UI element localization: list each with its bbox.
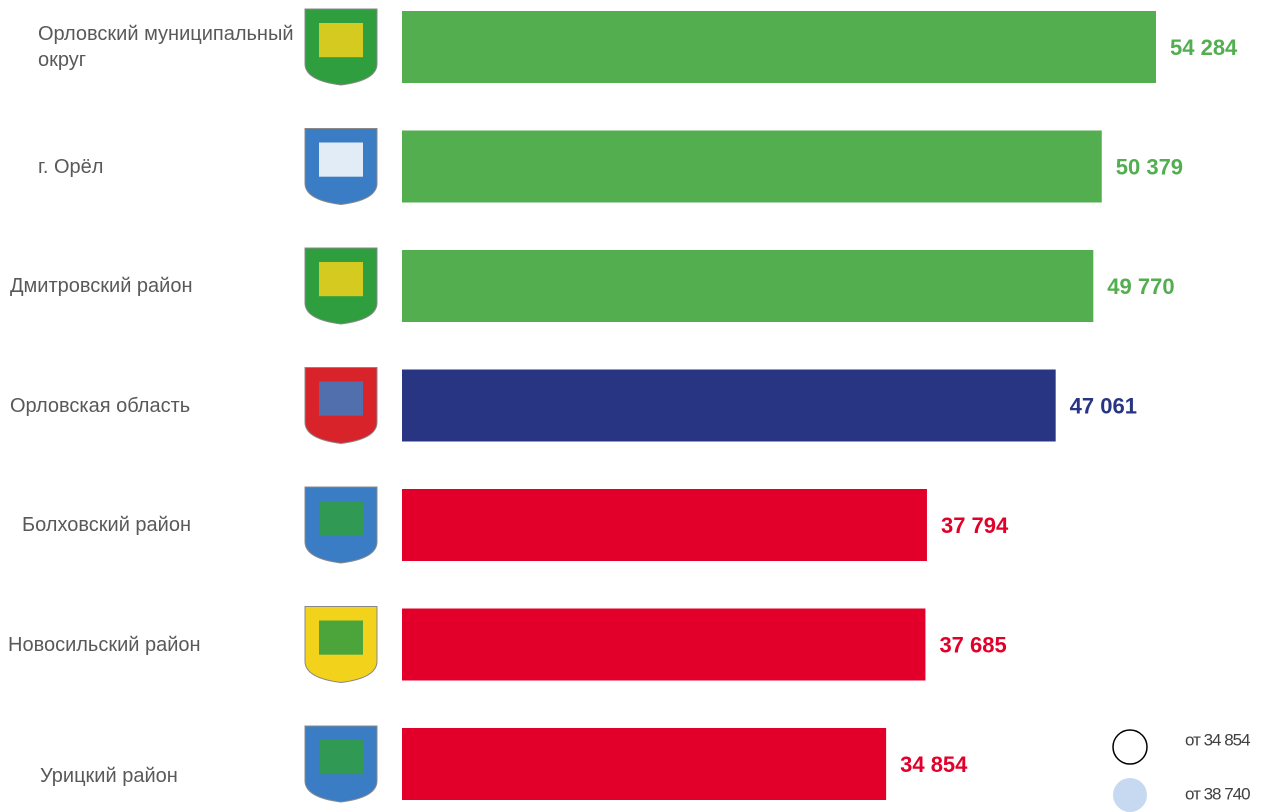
value-label: 37 685 (939, 632, 1006, 657)
category-label: Урицкий район (40, 765, 178, 787)
bar (402, 608, 926, 681)
legend-label: от 38 740 (1185, 784, 1250, 803)
value-label: 49 770 (1107, 274, 1174, 299)
value-label: 34 854 (900, 752, 968, 777)
legend-marker (1113, 778, 1147, 812)
category-label: Дмитровский район (10, 275, 193, 297)
bar (402, 369, 1056, 442)
category-label: г. Орёл (38, 155, 104, 178)
emblem-detail (319, 23, 363, 58)
bar (402, 250, 1094, 322)
value-label: 47 061 (1070, 393, 1137, 418)
category-label: Орловская область (10, 394, 191, 417)
emblem-detail (319, 620, 363, 655)
emblem-detail (319, 142, 363, 177)
value-label: 50 379 (1116, 154, 1183, 179)
bar (402, 728, 887, 800)
bar (402, 489, 927, 561)
legend-marker (1112, 729, 1148, 765)
legend-label: от 34 854 (1185, 730, 1250, 749)
emblem-detail (319, 381, 363, 416)
category-label: Болховский район (22, 514, 192, 536)
category-label: Новосильский район (8, 633, 201, 656)
bar (402, 130, 1102, 203)
value-label: 37 794 (941, 513, 1009, 538)
emblem-detail (319, 262, 363, 297)
category-label: Орловский муниципальный округ (38, 23, 294, 71)
emblem-detail (319, 501, 363, 536)
bar (402, 11, 1156, 83)
value-label: 54 284 (1170, 35, 1238, 60)
emblem-detail (319, 740, 363, 775)
